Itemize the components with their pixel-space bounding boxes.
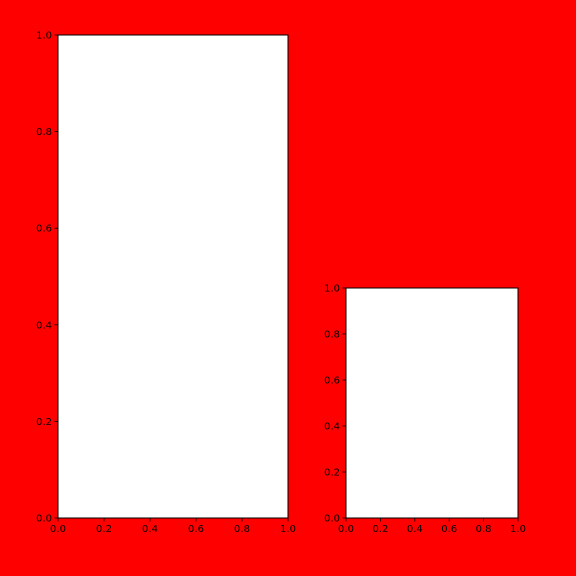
right-axes-x-tick-label: 0.0 <box>338 524 354 535</box>
left-axes-x-tick-label: 0.8 <box>234 524 250 535</box>
left-axes-y-tick-label: 1.0 <box>36 31 52 42</box>
right-axes-x-tick-label: 0.6 <box>441 524 457 535</box>
right-axes-x-tick-label: 0.4 <box>407 524 423 535</box>
left-axes-y-tick-label: 0.4 <box>36 320 52 331</box>
right-axes-x-tick-label: 0.8 <box>476 524 492 535</box>
left-axes-x-tick-label: 0.2 <box>96 524 112 535</box>
right-axes: 0.0 0.2 0.4 0.6 0.8 1.0 0.0 0.2 0.4 0.6 0.8 1.0 <box>324 284 526 536</box>
left-axes-x-tick-label: 0.6 <box>188 524 204 535</box>
right-axes-y-tick-label: 0.8 <box>324 330 340 341</box>
right-axes-x-tick-label: 0.2 <box>372 524 388 535</box>
right-axes-y-tick-label: 0.2 <box>324 468 340 479</box>
left-axes-x-tick-label: 0.4 <box>142 524 158 535</box>
left-axes: 0.0 0.2 0.4 0.6 0.8 1.0 0.0 0.2 0.4 0.6 0.8 1.0 <box>36 31 296 536</box>
right-axes-y-tick-label: 0.6 <box>324 376 340 387</box>
right-axes-y-tick-label: 1.0 <box>324 284 340 295</box>
right-axes-plot-area <box>346 288 518 518</box>
left-axes-plot-area <box>58 35 288 518</box>
right-axes-y-tick-label: 0.4 <box>324 422 340 433</box>
left-axes-y-tick-label: 0.8 <box>36 127 52 138</box>
left-axes-y-tick-label: 0.0 <box>36 514 52 525</box>
left-axes-x-tick-label: 1.0 <box>280 524 296 535</box>
right-axes-y-tick-label: 0.0 <box>324 514 340 525</box>
left-axes-y-tick-label: 0.2 <box>36 417 52 428</box>
left-axes-x-tick-label: 0.0 <box>50 524 66 535</box>
right-axes-x-tick-label: 1.0 <box>510 524 526 535</box>
left-axes-y-tick-label: 0.6 <box>36 224 52 235</box>
